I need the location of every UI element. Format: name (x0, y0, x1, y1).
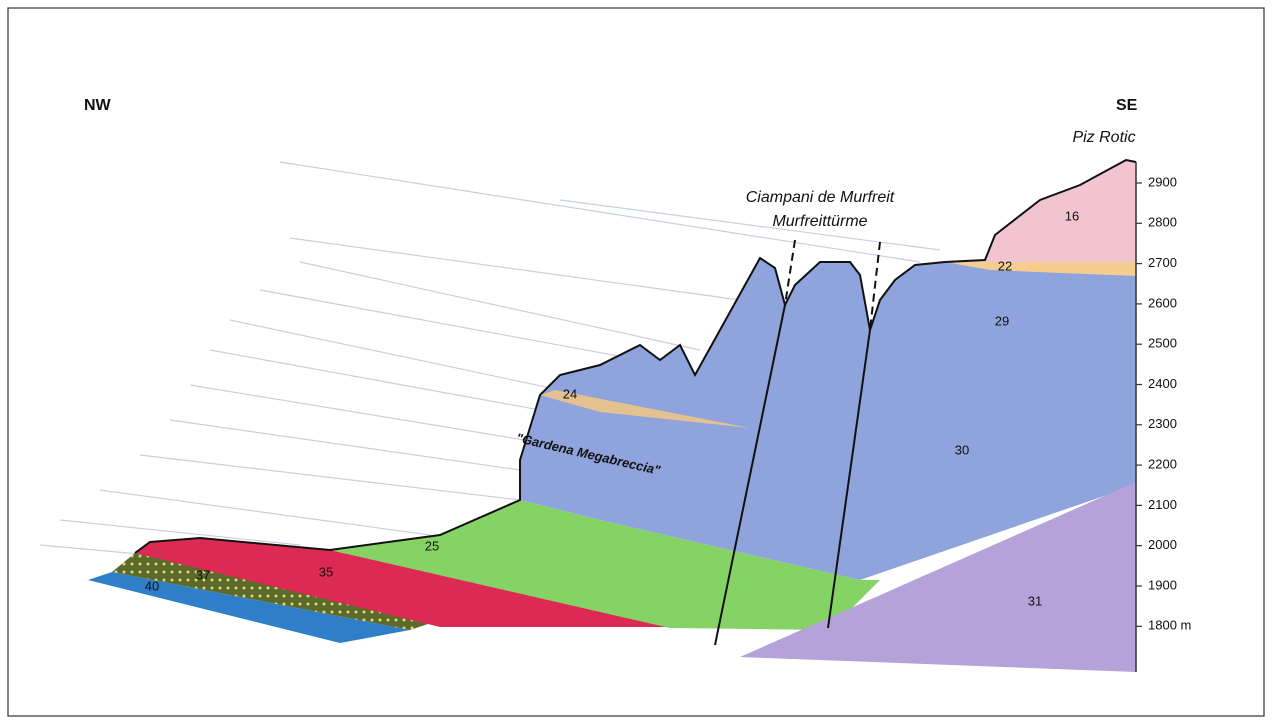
scale-label: 2500 (1148, 336, 1177, 351)
unit-label: 37 (196, 567, 210, 582)
topography (134, 158, 1137, 554)
scale-label: 2400 (1148, 376, 1177, 391)
unit-label: 29 (995, 313, 1009, 328)
unit-label: 16 (1065, 208, 1079, 223)
unit-37 (112, 553, 440, 630)
scale-label: 2300 (1148, 416, 1177, 431)
unit-label: 40 (145, 578, 159, 593)
scale-label: 2600 (1148, 295, 1177, 310)
unit-25 (330, 500, 880, 630)
scale-label: 2800 (1148, 215, 1177, 230)
unit-40 (88, 572, 410, 643)
scale-label: 1900 (1148, 577, 1177, 592)
unit-label: 35 (319, 564, 333, 579)
scale-label: 2200 (1148, 457, 1177, 472)
compass-label: SE (1116, 97, 1138, 114)
unit-label: 25 (425, 538, 439, 553)
scale-label: 2000 (1148, 537, 1177, 552)
fault (714, 304, 786, 646)
scale-label: 1800 m (1148, 618, 1191, 633)
scale-label: 2100 (1148, 497, 1177, 512)
peak-label: Ciampani de Murfreit (746, 189, 895, 206)
peak-label: Murfreittürme (772, 213, 867, 230)
unit-label: 22 (998, 258, 1012, 273)
eroded-bedding (39, 161, 941, 556)
unit-22 (945, 262, 1136, 276)
fault (827, 329, 871, 629)
unit-label: 30 (955, 442, 969, 457)
scale-label: 2700 (1148, 255, 1177, 270)
fault-projection (869, 241, 881, 331)
unit-24 (540, 390, 750, 428)
unit-label: 31 (1028, 593, 1042, 608)
unit-35 (135, 538, 670, 627)
unit-29-30 (520, 258, 1136, 580)
compass-label: NW (84, 97, 112, 114)
peak-label: Piz Rotic (1072, 129, 1135, 146)
unit-16 (960, 160, 1136, 262)
unit-31 (740, 482, 1136, 672)
unit-label: 24 (563, 386, 577, 401)
scale-label: 2900 (1148, 174, 1177, 189)
elevation-scale: 2900 2800 2700 2600 2500 2400 2300 2200 2100 2000… (1136, 174, 1191, 633)
fault-projection (784, 239, 796, 306)
